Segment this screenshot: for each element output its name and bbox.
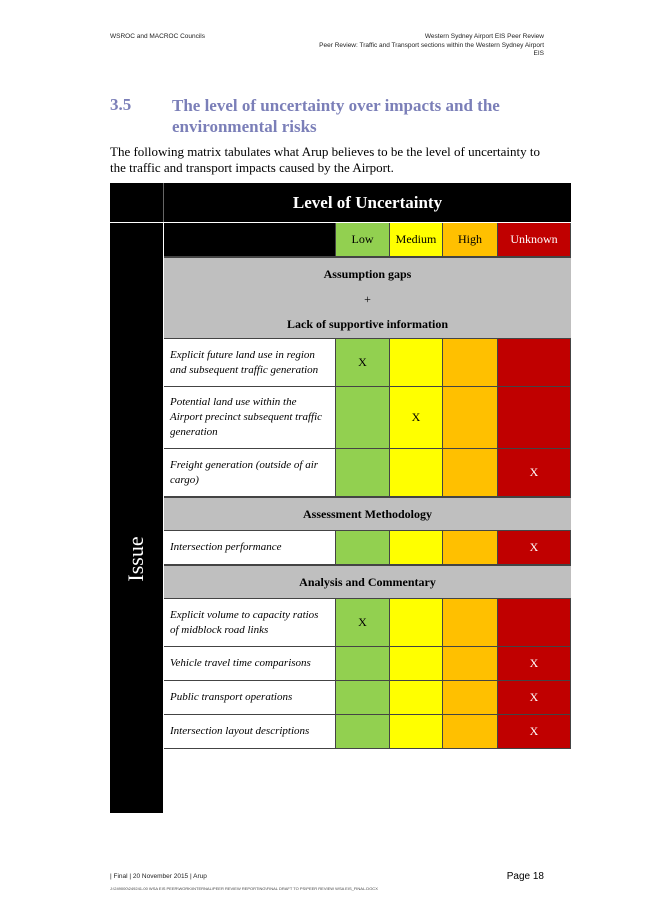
issue-text: Intersection layout descriptions (164, 715, 336, 748)
cell-low (336, 449, 390, 496)
cell-high (443, 715, 498, 748)
cell-low (336, 715, 390, 748)
issue-text: Explicit volume to capacity ratios of mi… (164, 599, 336, 646)
group-band-assumption-gaps: Assumption gaps + Lack of supportive inf… (164, 257, 571, 339)
header-left: WSROC and MACROC Councils (110, 33, 205, 40)
issue-text: Freight generation (outside of air cargo… (164, 449, 336, 496)
group-line-analysis-commentary: Analysis and Commentary (299, 575, 436, 589)
table-row: Freight generation (outside of air cargo… (164, 449, 571, 497)
level-mark: X (358, 615, 367, 629)
group-line-assumption-gaps: Assumption gaps (323, 267, 412, 281)
table-row: Potential land use within the Airport pr… (164, 387, 571, 449)
matrix-corner (110, 183, 164, 222)
level-medium-header: Medium (390, 223, 443, 256)
page-number: Page 18 (506, 871, 544, 882)
matrix-title: Level of Uncertainty (164, 183, 571, 222)
level-mark: X (358, 355, 367, 369)
table-row: Vehicle travel time comparisons X (164, 647, 571, 681)
issue-column: Issue (110, 223, 163, 813)
header-right-line3: EIS (533, 50, 544, 57)
table-row: Intersection layout descriptions X (164, 715, 571, 749)
level-mark: X (529, 724, 539, 738)
cell-medium (390, 449, 443, 496)
footer-left: | Final | 20 November 2015 | Arup (110, 873, 207, 880)
cell-low (336, 647, 390, 680)
cell-medium (390, 599, 443, 646)
cell-unknown (498, 387, 571, 448)
cell-medium (390, 681, 443, 714)
cell-high (443, 531, 498, 564)
level-header-row: Low Medium High Unknown (164, 223, 571, 257)
level-unknown-header: Unknown (498, 223, 571, 256)
section-title: The level of uncertainty over impacts an… (172, 96, 500, 136)
cell-medium: X (390, 387, 443, 448)
cell-unknown: X (498, 531, 571, 564)
cell-unknown: X (498, 715, 571, 748)
header-right: Western Sydney Airport EIS Peer Review P… (244, 33, 544, 59)
cell-high (443, 681, 498, 714)
group-line-plus: + (364, 292, 371, 306)
cell-medium (390, 339, 443, 386)
cell-high (443, 599, 498, 646)
level-mark: X (411, 410, 421, 424)
group-line-assessment-methodology: Assessment Methodology (303, 507, 432, 521)
issue-text: Explicit future land use in region and s… (164, 339, 336, 386)
cell-low (336, 387, 390, 448)
table-row: Explicit volume to capacity ratios of mi… (164, 599, 571, 647)
group-band-assessment-methodology: Assessment Methodology (164, 497, 571, 531)
cell-unknown (498, 339, 571, 386)
issue-text: Intersection performance (164, 531, 336, 564)
cell-medium (390, 647, 443, 680)
cell-medium (390, 531, 443, 564)
table-row: Intersection performance X (164, 531, 571, 565)
issue-label: Issue (123, 536, 148, 582)
level-high-header: High (443, 223, 498, 256)
cell-low: X (336, 339, 390, 386)
intro-paragraph: The following matrix tabulates what Arup… (110, 144, 540, 175)
table-row: Explicit future land use in region and s… (164, 339, 571, 387)
uncertainty-matrix: Level of Uncertainty Issue Low Medium Hi… (110, 183, 571, 813)
cell-high (443, 387, 498, 448)
table-row: Public transport operations X (164, 681, 571, 715)
footer-file-path: J:\249000\249241-00 WSA EIS PEER\WORK\IN… (110, 886, 378, 891)
level-mark: X (529, 656, 539, 670)
group-line-supportive-info: Lack of supportive information (286, 317, 448, 331)
issue-text: Potential land use within the Airport pr… (164, 387, 336, 448)
cell-low (336, 681, 390, 714)
cell-unknown (498, 599, 571, 646)
section-number: 3.5 (110, 95, 132, 114)
cell-high (443, 449, 498, 496)
level-low-header: Low (336, 223, 390, 256)
header-right-line1: Western Sydney Airport EIS Peer Review (424, 33, 544, 40)
issue-text: Vehicle travel time comparisons (164, 647, 336, 680)
header-right-line2: Peer Review: Traffic and Transport secti… (319, 41, 544, 49)
cell-low (336, 531, 390, 564)
group-band-analysis-commentary: Analysis and Commentary (164, 565, 571, 599)
cell-medium (390, 715, 443, 748)
column-separator (163, 223, 164, 813)
level-header-blank (164, 223, 336, 256)
cell-unknown: X (498, 647, 571, 680)
cell-low: X (336, 599, 390, 646)
cell-high (443, 339, 498, 386)
cell-high (443, 647, 498, 680)
cell-unknown: X (498, 449, 571, 496)
issue-text: Public transport operations (164, 681, 336, 714)
level-mark: X (529, 690, 539, 704)
level-mark: X (529, 465, 539, 479)
level-mark: X (529, 540, 539, 554)
cell-unknown: X (498, 681, 571, 714)
